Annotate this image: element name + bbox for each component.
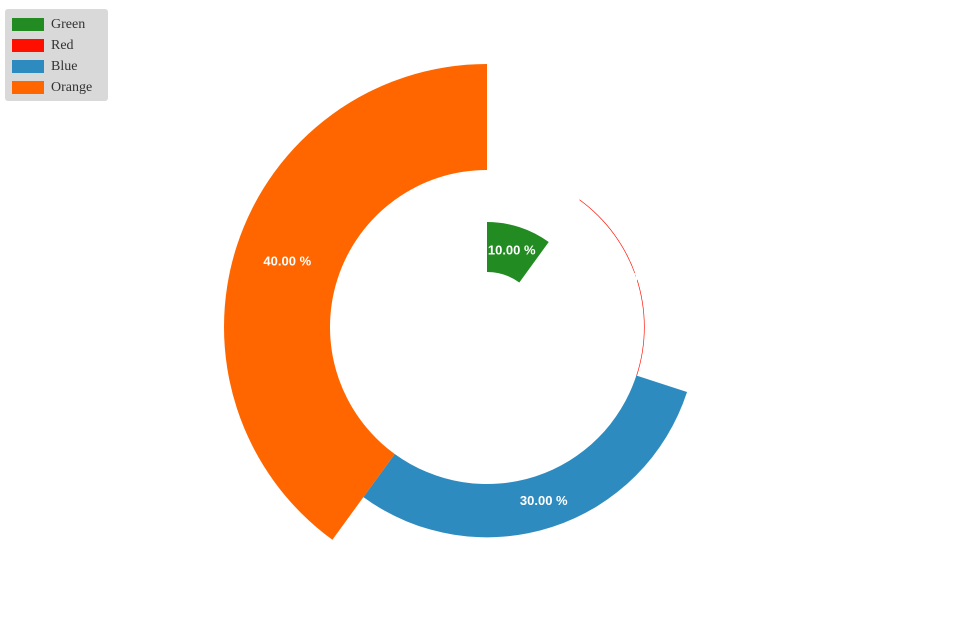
value-label-red: 20.00 %: [613, 270, 661, 285]
legend-item-orange[interactable]: Orange: [12, 77, 108, 98]
legend: Green Red Blue Orange: [5, 9, 108, 101]
value-label-orange: 40.00 %: [263, 254, 311, 269]
legend-swatch-orange: [12, 81, 44, 94]
legend-swatch-blue: [12, 60, 44, 73]
legend-item-blue[interactable]: Blue: [12, 56, 108, 77]
legend-label-blue: Blue: [51, 58, 78, 74]
legend-item-red[interactable]: Red: [12, 35, 108, 56]
legend-item-green[interactable]: Green: [12, 14, 108, 35]
slice-green[interactable]: [487, 222, 549, 283]
slice-red[interactable]: [579, 199, 645, 376]
legend-swatch-green: [12, 18, 44, 31]
legend-label-red: Red: [51, 37, 74, 53]
slice-blue[interactable]: [363, 375, 688, 538]
slice-orange[interactable]: [223, 63, 488, 540]
value-label-green: 10.00 %: [488, 242, 536, 257]
legend-label-orange: Orange: [51, 79, 93, 95]
value-labels-group: 10.00 % 20.00 % 30.00 % 40.00 %: [263, 242, 660, 508]
value-label-blue: 30.00 %: [520, 493, 568, 508]
slices-group: [223, 63, 688, 540]
legend-label-green: Green: [51, 16, 86, 32]
legend-swatch-red: [12, 39, 44, 52]
